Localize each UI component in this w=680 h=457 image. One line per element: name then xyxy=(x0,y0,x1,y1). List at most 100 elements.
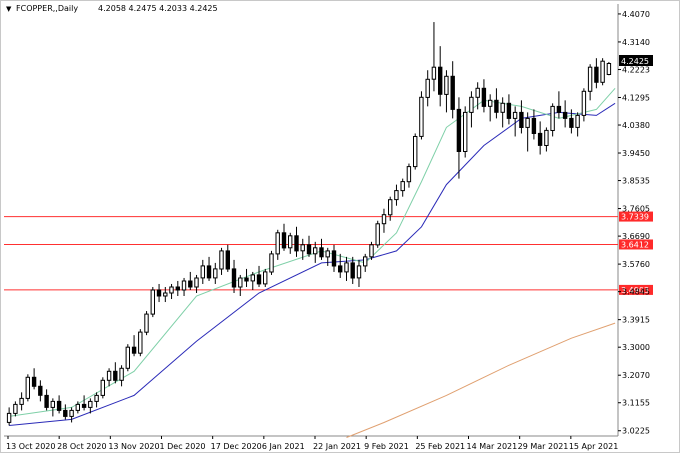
candle-body xyxy=(225,250,231,270)
candle-body xyxy=(587,66,593,92)
candle-body xyxy=(288,235,293,249)
candle-body xyxy=(175,286,181,291)
candle-body xyxy=(381,214,387,225)
price-tick-label: 3.0225 xyxy=(622,427,650,436)
candle-body xyxy=(94,394,99,402)
time-tick-label: 28 Oct 2020 xyxy=(57,442,106,451)
candle-body xyxy=(550,105,555,132)
candle-body xyxy=(81,403,87,408)
level-label-bg xyxy=(619,239,653,250)
current-price-label: 4.2425 xyxy=(621,57,649,66)
candle-body xyxy=(244,277,249,282)
time-tick-label: 6 Jan 2021 xyxy=(262,442,305,451)
header-symbol: FCOPPER,,Daily xyxy=(16,4,78,13)
candle-body xyxy=(394,190,399,201)
header-ohlc: 4.2058 4.2475 4.2033 4.2425 xyxy=(98,4,218,13)
candle-body xyxy=(450,75,455,110)
candle-body xyxy=(519,111,524,129)
level-label: 3.4903 xyxy=(621,286,649,295)
candle-body xyxy=(600,60,605,83)
candle-body xyxy=(125,346,130,369)
candle-body xyxy=(419,96,424,137)
time-tick-label: 13 Oct 2020 xyxy=(6,442,55,451)
candle-body xyxy=(38,385,43,396)
candle-body xyxy=(537,132,543,146)
candle-body xyxy=(562,111,568,119)
price-tick-label: 3.5760 xyxy=(622,260,650,269)
candle-body xyxy=(219,250,224,270)
candle-body xyxy=(331,250,337,267)
header-menu-icon[interactable]: ▼ xyxy=(6,5,12,13)
candle-body xyxy=(69,409,74,417)
candle-body xyxy=(338,265,343,273)
level-label: 3.6412 xyxy=(621,240,649,249)
candle-body xyxy=(144,313,149,333)
price-tick-label: 3.8535 xyxy=(622,177,650,186)
candle-body xyxy=(6,412,12,423)
candle-body xyxy=(150,289,156,315)
candle-body xyxy=(200,265,206,279)
candle-body xyxy=(44,394,49,408)
ma-fast-line xyxy=(9,87,616,417)
candle-body xyxy=(63,409,68,417)
price-tick-label: 4.0380 xyxy=(622,121,650,130)
candle-body xyxy=(500,102,505,113)
candle-body xyxy=(169,286,174,294)
level-label-bg xyxy=(619,211,653,222)
candle-body xyxy=(100,379,105,396)
time-tick-label: 17 Dec 2020 xyxy=(211,442,262,451)
price-tick-label: 3.6690 xyxy=(622,232,650,241)
candle-body xyxy=(31,376,37,387)
candle-body xyxy=(506,102,512,119)
candle-body xyxy=(19,397,24,405)
candle-body xyxy=(350,262,355,279)
candle-body xyxy=(106,370,112,381)
price-tick-label: 4.2223 xyxy=(622,66,650,75)
price-tick-label: 3.1155 xyxy=(622,399,650,408)
candle-body xyxy=(456,108,462,152)
candlesticks xyxy=(6,22,612,426)
candle-body xyxy=(206,265,212,279)
candle-body xyxy=(363,256,368,267)
candle-body xyxy=(544,129,549,146)
chart-header: ▼ FCOPPER,,Daily 4.2058 4.2475 4.2033 4.… xyxy=(6,4,218,13)
time-tick-label: 14 Mar 2021 xyxy=(467,442,518,451)
candle-body xyxy=(594,66,599,83)
ma-mid-line xyxy=(9,102,616,426)
time-tick-label: 25 Feb 2021 xyxy=(415,442,465,451)
candle-body xyxy=(469,96,474,113)
candle-body xyxy=(138,331,143,354)
current-price-label-bg xyxy=(619,55,653,66)
candle-body xyxy=(231,268,237,288)
time-tick-label: 1 Dec 2020 xyxy=(160,442,206,451)
candle-body xyxy=(294,235,299,252)
price-tick-label: 3.3000 xyxy=(622,343,650,352)
candle-body xyxy=(531,117,537,135)
candle-body xyxy=(88,400,93,408)
candle-body xyxy=(256,274,262,285)
candle-body xyxy=(325,250,330,258)
level-label: 3.7339 xyxy=(621,213,649,222)
candle-body xyxy=(512,111,518,119)
candle-body xyxy=(481,87,487,107)
candle-body xyxy=(50,400,55,408)
time-axis-labels: 13 Oct 2020 28 Oct 2020 13 Nov 2020 1 Dec 2… xyxy=(6,436,618,451)
candle-body xyxy=(475,87,480,98)
candle-body xyxy=(444,75,449,95)
candle-body xyxy=(13,403,18,414)
candle-body xyxy=(156,289,162,297)
candle-body xyxy=(119,367,124,381)
time-tick-label: 9 Feb 2021 xyxy=(364,442,409,451)
candle-body xyxy=(25,376,31,399)
price-tick-label: 3.2070 xyxy=(622,371,650,380)
price-tick-label: 4.1295 xyxy=(622,93,650,102)
price-axis-labels: 4.4070 4.3140 4.2223 4.1295 4.0380 3.9450 3.85… xyxy=(618,10,650,436)
time-tick-label: 29 Mar 2021 xyxy=(518,442,569,451)
candle-body xyxy=(438,66,443,95)
price-tick-label: 3.9450 xyxy=(622,149,650,158)
candle-body xyxy=(494,99,499,113)
candle-body xyxy=(281,232,287,249)
candle-body xyxy=(275,232,280,255)
level-label-bg xyxy=(619,284,653,295)
